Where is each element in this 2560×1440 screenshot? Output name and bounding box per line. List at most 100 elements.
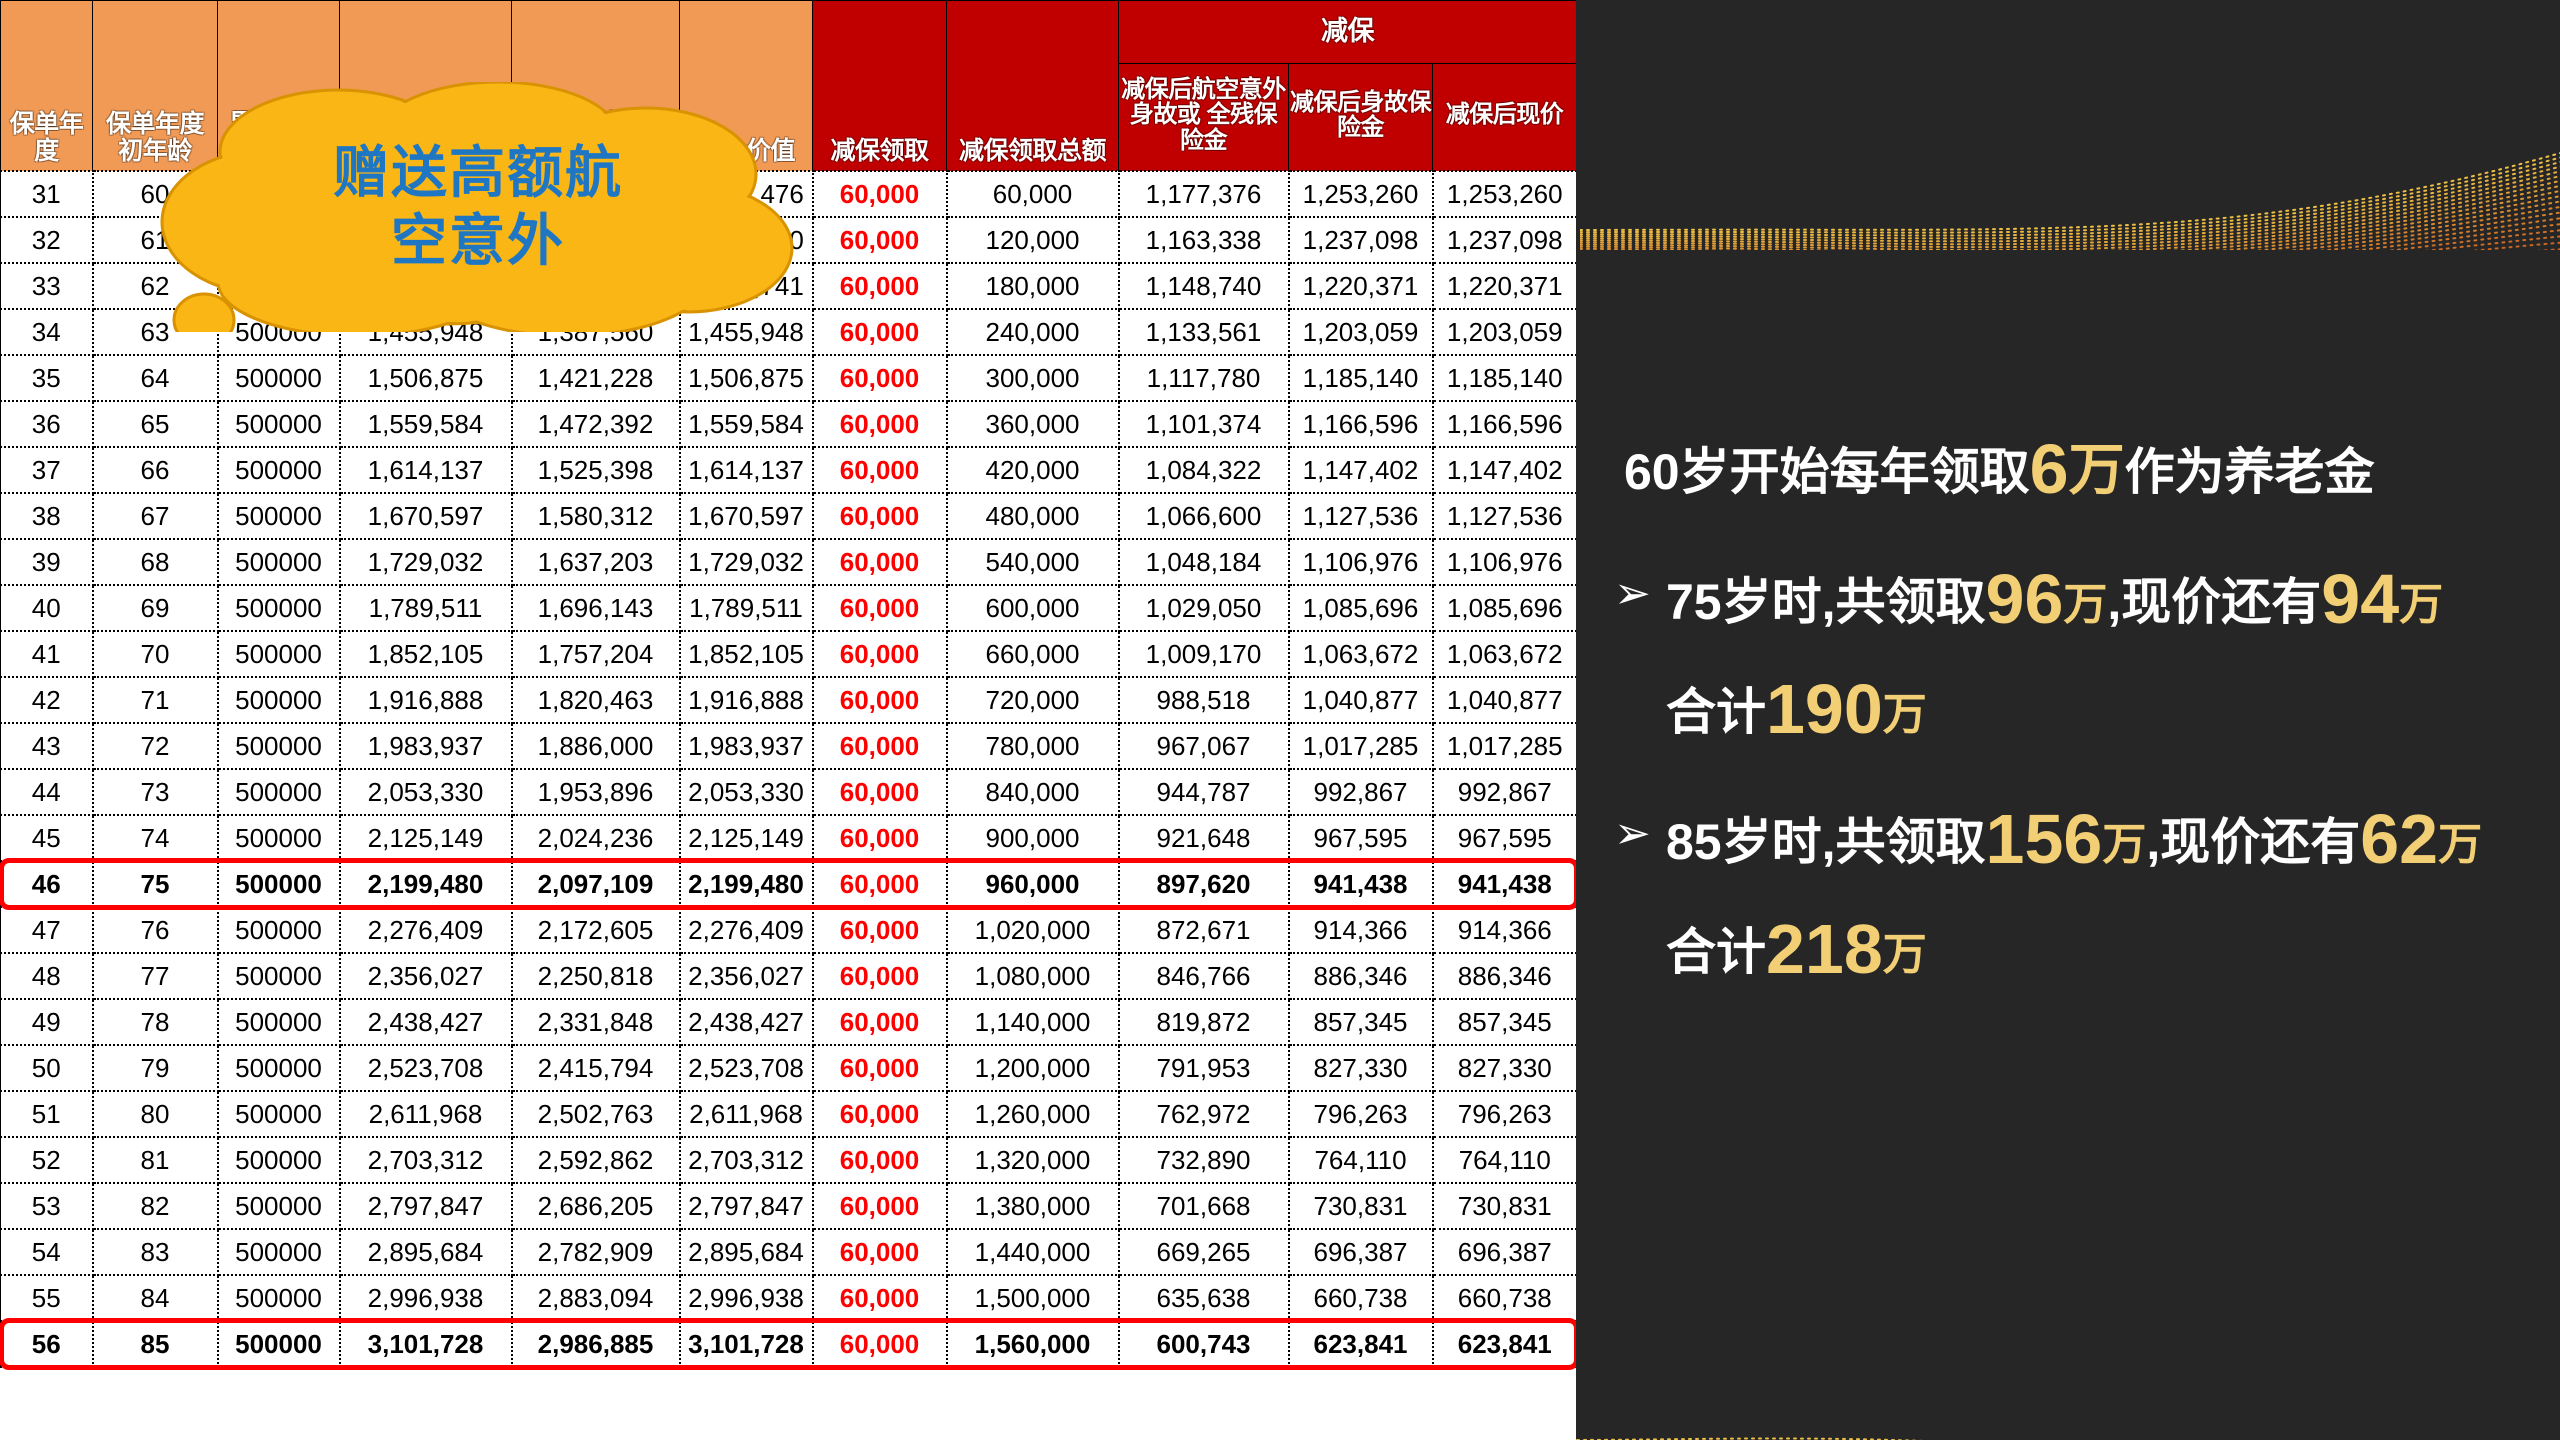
cell-post-air-accident: 944,787 [1117,768,1290,816]
cell-policy-year: 49 [0,998,94,1046]
cell-post-air-accident: 1,066,600 [1117,492,1290,540]
cell-air-accident-benefit: 2,250,818 [510,952,681,1000]
cell-post-cash-value: 857,345 [1431,998,1576,1046]
cell-general-death-benefit: 1,338,476 [338,170,513,218]
cell-policy-year: 50 [0,1044,94,1092]
cell-policy-year: 37 [0,446,94,494]
cell-air-accident-benefit: 2,331,848 [510,998,681,1046]
table-row: 35 64 500000 1,506,875 1,421,228 1,506,875 60,… [0,354,1576,402]
cell-air-accident-benefit: 1,356,260 [510,262,681,310]
table-row: 51 80 500000 2,611,968 2,502,763 2,611,968 60,… [0,1090,1576,1138]
cell-reduction-withdraw: 60,000 [811,1136,948,1184]
cell-post-death-benefit: 696,387 [1287,1228,1434,1276]
cell-cash-value: 2,523,708 [678,1044,814,1092]
cell-reduction-total: 1,380,000 [945,1182,1120,1230]
bullet-2-amount-2: 62 [2360,800,2439,878]
table-row: 33 62 500000 1,437,741 1,356,260 1,437,741 60,… [0,262,1576,310]
cell-policy-year: 34 [0,308,94,356]
table-row: 47 76 500000 2,276,409 2,172,605 2,276,409 60,… [0,906,1576,954]
bullet-2-total-label: 合计 [1666,924,1766,980]
cell-general-death-benefit: 2,611,968 [338,1090,513,1138]
cell-cash-value: 2,797,847 [678,1182,814,1230]
bullet-1-amount-1: 96 [1985,560,2064,638]
bullet-1-text-2: ,现价还有 [2107,574,2322,630]
col-header-post-death: 减保后身故保险金 [1288,63,1433,172]
cell-general-death-benefit: 1,789,511 [338,584,513,632]
cell-post-cash-value: 914,366 [1431,906,1576,954]
cell-cash-value: 2,996,938 [678,1274,814,1322]
cell-reduction-withdraw: 60,000 [811,630,948,678]
table-row: 43 72 500000 1,983,937 1,886,000 1,983,937 60,… [0,722,1576,770]
cell-reduction-withdraw: 60,000 [811,768,948,816]
cell-policy-year: 55 [0,1274,94,1322]
cell-post-cash-value: 886,346 [1431,952,1576,1000]
cell-cumulative-premium: 500000 [216,1136,341,1184]
cell-post-death-benefit: 623,841 [1287,1320,1434,1368]
bullet-2-unit-2: 万 [2438,820,2483,869]
col-header-air-accident: 减保后航空意外身故或 [511,0,680,172]
cell-air-accident-benefit: 1,757,204 [510,630,681,678]
cell-post-cash-value: 1,203,059 [1431,308,1576,356]
col-header-post-cash-value: 减保后现价 [1431,63,1576,172]
cell-general-death-benefit: 2,438,427 [338,998,513,1046]
cell-cash-value: 1,670,597 [678,492,814,540]
cell-cash-value: 2,199,480 [678,860,814,908]
cell-post-air-accident: 791,953 [1117,1044,1290,1092]
cell-general-death-benefit: 2,356,027 [338,952,513,1000]
cell-general-death-benefit: 2,199,480 [338,860,513,908]
cell-reduction-total: 240,000 [945,308,1120,356]
cell-air-accident-benefit: 1,472,392 [510,400,681,448]
headline-unit: 万 [2068,438,2125,501]
cell-post-death-benefit: 1,185,140 [1287,354,1434,402]
table-row: 38 67 500000 1,670,597 1,580,312 1,670,597 60,… [0,492,1576,540]
cell-general-death-benefit: 2,797,847 [338,1182,513,1230]
cell-post-cash-value: 1,085,696 [1431,584,1576,632]
cell-policy-year: 48 [0,952,94,1000]
cell-post-air-accident: 732,890 [1117,1136,1290,1184]
cell-air-accident-benefit: 2,883,094 [510,1274,681,1322]
cell-air-accident-benefit: 1,262,780 [510,170,681,218]
cell-policy-year: 46 [0,860,94,908]
cell-reduction-withdraw: 60,000 [811,1228,948,1276]
cell-age: 77 [91,952,219,1000]
cell-general-death-benefit: 2,053,330 [338,768,513,816]
cell-air-accident-benefit: 1,696,143 [510,584,681,632]
cell-post-cash-value: 696,387 [1431,1228,1576,1276]
cell-age: 69 [91,584,219,632]
cell-cumulative-premium: 500000 [216,998,341,1046]
bullet-1-total-unit: 万 [1882,690,1927,739]
cell-policy-year: 42 [0,676,94,724]
headline-amount: 6 [2029,430,2069,508]
summary-text-block: 60岁开始每年领取6万作为养老金 ➢ 75岁时,共领取96万,现价还有94万 合… [1576,0,2560,1440]
cell-cash-value: 1,852,105 [678,630,814,678]
bullet-1-unit-1: 万 [2063,580,2108,629]
cell-post-cash-value: 967,595 [1431,814,1576,862]
cell-reduction-total: 1,500,000 [945,1274,1120,1322]
cell-reduction-total: 780,000 [945,722,1120,770]
cell-cumulative-premium: 500000 [216,814,341,862]
cell-air-accident-benefit: 2,502,763 [510,1090,681,1138]
cell-cumulative-premium: 500000 [216,400,341,448]
cell-post-air-accident: 1,048,184 [1117,538,1290,586]
table-row: 40 69 500000 1,789,511 1,696,143 1,789,511 60,… [0,584,1576,632]
cell-policy-year: 31 [0,170,94,218]
col-header-reduction-withdraw: 减保领取 [812,0,947,172]
cell-reduction-withdraw: 60,000 [811,1182,948,1230]
bullet-marker-2-icon: ➢ [1614,808,1651,859]
cell-reduction-total: 1,440,000 [945,1228,1120,1276]
cell-reduction-total: 1,260,000 [945,1090,1120,1138]
cell-post-death-benefit: 1,106,976 [1287,538,1434,586]
table-row: 46 75 500000 2,199,480 2,097,109 2,199,480 60,… [0,860,1576,908]
cell-cash-value: 2,611,968 [678,1090,814,1138]
cell-age: 62 [91,262,219,310]
cell-post-death-benefit: 1,063,672 [1287,630,1434,678]
cell-cumulative-premium: 500000 [216,308,341,356]
cell-air-accident-benefit: 2,686,205 [510,1182,681,1230]
cell-cash-value: 2,703,312 [678,1136,814,1184]
cell-post-death-benefit: 730,831 [1287,1182,1434,1230]
cell-age: 83 [91,1228,219,1276]
cell-post-air-accident: 1,101,374 [1117,400,1290,448]
cell-cash-value: 1,983,937 [678,722,814,770]
cell-policy-year: 52 [0,1136,94,1184]
table-row: 48 77 500000 2,356,027 2,250,818 2,356,027 60,… [0,952,1576,1000]
